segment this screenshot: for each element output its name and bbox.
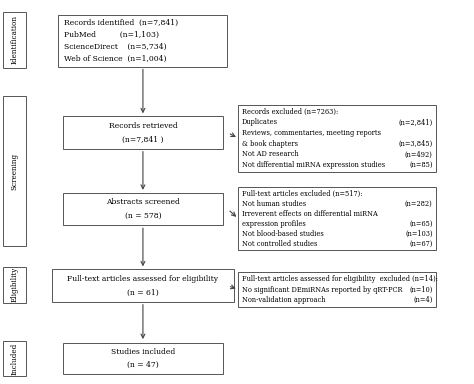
FancyBboxPatch shape xyxy=(238,105,436,172)
Text: Not controlled studies: Not controlled studies xyxy=(242,240,318,248)
Text: Studies included: Studies included xyxy=(111,348,175,356)
Text: PubMed          (n=1,103): PubMed (n=1,103) xyxy=(64,31,159,39)
Text: expression profiles: expression profiles xyxy=(242,220,306,228)
Text: Web of Science  (n=1,004): Web of Science (n=1,004) xyxy=(64,55,166,63)
FancyBboxPatch shape xyxy=(52,270,234,302)
FancyBboxPatch shape xyxy=(63,193,223,225)
FancyBboxPatch shape xyxy=(63,116,223,149)
Text: Not AD research: Not AD research xyxy=(242,151,299,158)
Text: Duplicates: Duplicates xyxy=(242,119,278,126)
Text: Not differential miRNA expression studies: Not differential miRNA expression studie… xyxy=(242,161,385,169)
Text: Non-validation approach: Non-validation approach xyxy=(242,296,326,304)
FancyBboxPatch shape xyxy=(3,12,27,68)
Text: Identification: Identification xyxy=(11,15,18,65)
Text: (n=103): (n=103) xyxy=(405,230,433,238)
Text: (n=85): (n=85) xyxy=(409,161,433,169)
Text: (n=282): (n=282) xyxy=(405,200,433,208)
Text: & book chapters: & book chapters xyxy=(242,140,298,148)
Text: (n = 47): (n = 47) xyxy=(127,361,159,369)
Text: Abstracts screened: Abstracts screened xyxy=(106,198,180,206)
FancyBboxPatch shape xyxy=(63,343,223,374)
Text: (n=492): (n=492) xyxy=(405,151,433,158)
Text: (n=67): (n=67) xyxy=(410,240,433,248)
Text: Not human studies: Not human studies xyxy=(242,200,306,208)
Text: Full-text articles assessed for eligibility: Full-text articles assessed for eligibil… xyxy=(67,275,219,283)
Text: (n=3,845): (n=3,845) xyxy=(399,140,433,148)
FancyBboxPatch shape xyxy=(3,341,27,376)
FancyBboxPatch shape xyxy=(238,187,436,250)
Text: Screening: Screening xyxy=(11,152,18,190)
Text: Included: Included xyxy=(11,342,18,374)
FancyBboxPatch shape xyxy=(58,15,228,67)
Text: No significant DEmiRNAs reported by qRT-PCR: No significant DEmiRNAs reported by qRT-… xyxy=(242,286,402,293)
Text: ScienceDirect    (n=5,734): ScienceDirect (n=5,734) xyxy=(64,43,166,51)
Text: Records retrieved: Records retrieved xyxy=(109,122,177,130)
Text: Not blood-based studies: Not blood-based studies xyxy=(242,230,324,238)
Text: (n=7,841 ): (n=7,841 ) xyxy=(122,136,164,144)
Text: (n=10): (n=10) xyxy=(410,286,433,293)
Text: (n = 578): (n = 578) xyxy=(125,212,161,220)
Text: Records identified  (n=7,841): Records identified (n=7,841) xyxy=(64,19,178,27)
Text: Full-text articles assessed for eligibility  excluded (n=14):: Full-text articles assessed for eligibil… xyxy=(242,275,438,283)
FancyBboxPatch shape xyxy=(238,272,436,307)
FancyBboxPatch shape xyxy=(3,266,27,303)
Text: Irreverent effects on differential miRNA: Irreverent effects on differential miRNA xyxy=(242,210,378,218)
FancyBboxPatch shape xyxy=(3,96,27,245)
Text: Records excluded (n=7263):: Records excluded (n=7263): xyxy=(242,108,338,116)
Text: (n = 61): (n = 61) xyxy=(127,289,159,297)
Text: Full-text articles excluded (n=517):: Full-text articles excluded (n=517): xyxy=(242,190,363,198)
Text: (n=4): (n=4) xyxy=(413,296,433,304)
Text: Reviews, commentaries, meeting reports: Reviews, commentaries, meeting reports xyxy=(242,129,381,137)
Text: (n=65): (n=65) xyxy=(409,220,433,228)
Text: (n=2,841): (n=2,841) xyxy=(399,119,433,126)
Text: Eligibility: Eligibility xyxy=(11,267,18,303)
